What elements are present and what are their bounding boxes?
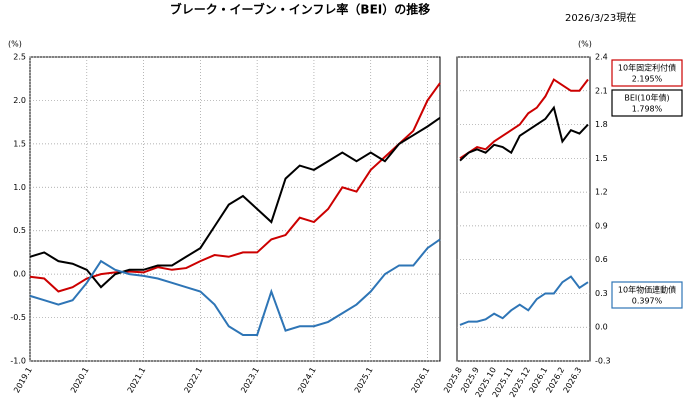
legend-value: 0.397%	[632, 297, 663, 306]
x-tick-label: 2021.1	[126, 366, 148, 395]
line-series	[459, 275, 589, 326]
y-tick-label: 0.9	[595, 221, 608, 230]
y-tick-label: 2.4	[595, 53, 608, 62]
y-tick-label: 1.8	[595, 120, 608, 129]
y-tick-label: 0.6	[595, 255, 608, 264]
legend-box	[611, 59, 683, 87]
y-tick-label: 1.5	[595, 154, 608, 163]
legend-box	[611, 89, 683, 117]
x-tick-label: 2024.1	[296, 366, 318, 395]
x-tick-label: 2025.1	[353, 366, 375, 395]
legend-label: 10年固定利付債	[618, 63, 676, 73]
y-tick-label: 0.3	[595, 289, 608, 298]
y-tick-label: 1.2	[595, 188, 608, 197]
chart-title: ブレーク・イーブン・インフレ率（BEI）の推移	[170, 2, 431, 17]
y-tick-label: 0.5	[13, 226, 26, 235]
plot-frame	[456, 56, 591, 362]
y-tick-label: 0.0	[595, 323, 608, 332]
x-tick-label: 2023.1	[239, 366, 261, 395]
y-unit: (%)	[578, 40, 592, 49]
line-series	[29, 116, 441, 289]
y-tick-label: 0.0	[13, 270, 26, 279]
y-tick-label: -1.0	[10, 357, 26, 366]
y-tick-label: 1.5	[13, 139, 26, 148]
x-tick-label: 2026.1	[410, 366, 432, 395]
y-tick-label: -0.3	[595, 357, 611, 366]
y-tick-label: -0.5	[10, 313, 26, 322]
line-series	[29, 82, 441, 293]
line-series	[29, 238, 441, 336]
y-tick-label: 1.0	[13, 183, 26, 192]
legend-label: 10年物価連動債	[618, 285, 676, 295]
legend-box	[611, 281, 683, 309]
y-unit: (%)	[8, 40, 22, 49]
line-series	[459, 78, 589, 160]
x-tick-label: 2020.1	[69, 366, 91, 395]
chart-subtitle: 2026/3/23現在	[565, 12, 636, 24]
legend-value: 2.195%	[632, 75, 663, 84]
legend-label: BEI(10年債)	[624, 93, 669, 103]
line-series	[459, 105, 589, 162]
x-tick-label: 2022.1	[182, 366, 204, 395]
legend-value: 1.798%	[632, 105, 663, 114]
x-tick-label: 2019.1	[12, 366, 34, 395]
y-tick-label: 2.0	[13, 96, 26, 105]
plot-frame	[29, 56, 441, 362]
y-tick-label: 2.1	[595, 86, 608, 95]
y-tick-label: 2.5	[13, 53, 26, 62]
